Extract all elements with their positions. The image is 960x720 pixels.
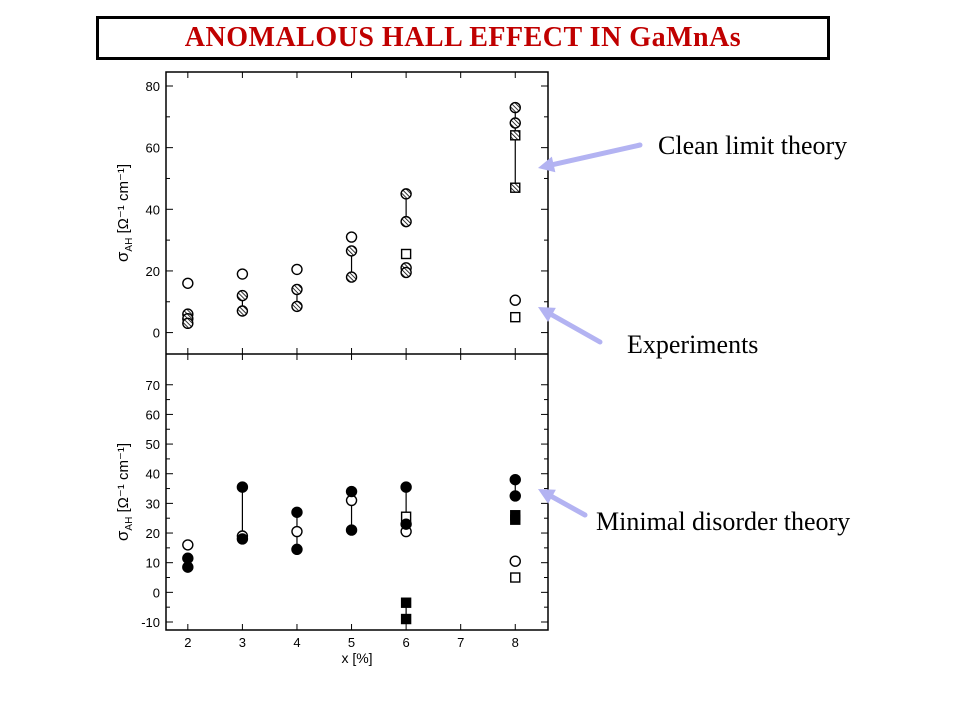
hatched-circle-marker [291,283,303,296]
x-tick-label: 2 [184,635,191,650]
y-axis-label: σAH [Ω⁻¹ cm⁻¹] [113,443,135,541]
chart-frame [165,71,549,631]
y-tick-label: 0 [153,326,160,341]
hatched-circle-marker [400,266,412,279]
page-title: ANOMALOUS HALL EFFECT IN GaMnAs [184,22,742,53]
x-tick-label: 6 [402,635,409,650]
y-tick-label: 80 [146,79,160,94]
hatched-circle-marker [400,188,412,200]
filled-circle-marker [345,485,358,498]
y-tick-label: 20 [146,526,160,541]
open-circle-marker [182,277,194,289]
hatched-circle-marker [291,300,303,313]
filled-circle-marker [509,473,521,486]
open-square-marker [510,311,521,323]
hatched-circle-marker [509,117,521,129]
y-axis-label: σAH [Ω⁻¹ cm⁻¹] [113,164,135,262]
open-circle-marker [182,539,194,551]
filled-circle-marker [182,561,194,573]
hatched-circle-marker [345,271,358,283]
filled-circle-marker [345,524,358,536]
hatched-circle-marker [236,305,249,317]
y-tick-label: 0 [153,585,160,600]
hatched-square-marker [510,130,521,141]
x-tick-label: 5 [348,635,355,650]
arrow-shaft [549,494,588,518]
hatched-square-marker [510,182,521,193]
x-axis-label: x [%] [341,650,372,666]
arrow-shaft [551,142,643,167]
open-circle-marker [291,263,303,276]
y-tick-label: 70 [146,378,160,393]
open-circle-marker [345,231,358,243]
filled-circle-marker [236,481,249,493]
arrow-shaft [549,312,603,345]
arrow-head [538,156,556,173]
hatched-circle-marker [182,317,194,330]
clean-limit-arrow [538,142,643,173]
y-tick-label: 20 [146,264,160,279]
chart-marks [182,101,521,625]
minimal-disorder-label: Minimal disorder theory [596,507,851,536]
open-square-marker [510,572,521,583]
chart-axes: 0 20 40 60 80 σAH [Ω⁻¹ cm⁻¹] -10 0 10 20 30 40 50 60 7… [113,72,548,666]
hatched-circle-marker [345,245,358,257]
minimal-disorder-arrow [538,489,588,518]
filled-circle-marker [291,506,303,518]
annotation-arrows [538,142,643,518]
y-tick-label: 40 [146,202,160,217]
x-tick-label: 3 [239,635,246,650]
filled-circle-marker [400,481,412,493]
x-tick-label: 4 [293,635,300,650]
open-square-marker [400,248,412,260]
hatched-circle-marker [509,101,521,114]
x-tick-label: 8 [512,635,519,650]
y-tick-label: 50 [146,437,160,452]
y-tick-label: -10 [141,615,160,630]
y-tick-label: 30 [146,496,160,511]
y-tick-label: 60 [146,141,160,156]
plot-frame [165,71,549,631]
arrow-head [538,489,556,504]
y-tick-label: 40 [146,467,160,482]
filled-circle-marker [509,490,521,502]
open-circle-marker [509,555,521,567]
open-circle-marker [509,294,521,306]
clean-limit-label: Clean limit theory [658,131,848,160]
filled-square-marker [400,613,412,625]
arrow-head [538,307,556,322]
x-tick-label: 7 [457,635,464,650]
filled-square-marker [400,597,412,608]
filled-square-marker [510,514,521,525]
title-box: ANOMALOUS HALL EFFECT IN GaMnAs [96,16,830,60]
filled-circle-marker [291,543,303,556]
hatched-circle-marker [236,289,249,302]
open-circle-marker [291,525,303,538]
filled-circle-marker [236,533,249,545]
experiments-label: Experiments [627,330,759,359]
y-tick-label: 60 [146,407,160,422]
open-circle-marker [236,268,249,280]
experiments-arrow [538,307,603,345]
hatched-circle-marker [400,215,412,228]
filled-circle-marker [400,518,412,530]
y-tick-label: 10 [146,556,160,571]
